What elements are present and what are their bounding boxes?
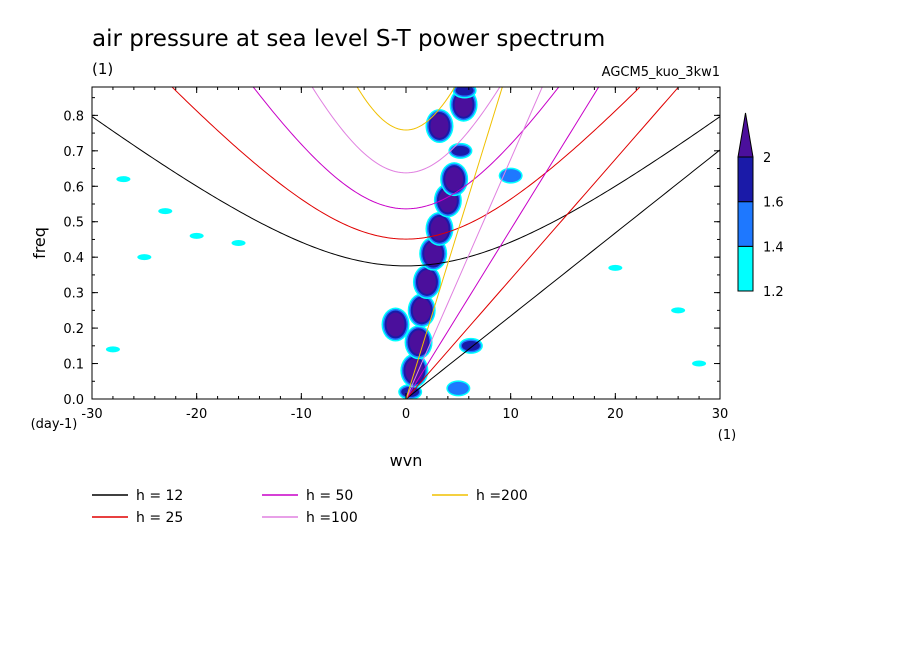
shaded-patch [137,254,152,261]
curve-inertio-gravity [356,87,456,131]
curve-rossby [405,398,406,399]
x-tick-label: -10 [291,407,312,422]
shaded-patch [608,264,623,271]
shaded-patch [448,142,473,159]
curve-kelvin [405,87,503,399]
legend-label: h = 25 [136,510,183,526]
colorbar-segment [737,156,754,203]
shaded-patch [425,109,454,143]
shaded-contours [105,87,707,399]
shaded-patch [671,307,686,314]
y-axis-units: (day-1) [31,417,78,432]
colorbar-segment [737,201,754,247]
shaded-patch [189,232,204,239]
run-label: AGCM5_kuo_3kw1 [602,65,720,80]
y-tick-label: 0.6 [63,180,84,195]
legend-item: h =200 [432,488,528,504]
shaded-patch [407,293,436,328]
y-tick-label: 0.1 [63,358,84,373]
legend-label: h =100 [306,510,358,526]
x-tick-label: 10 [502,407,519,422]
legend-label: h = 50 [306,488,353,504]
curve-rossby [404,398,406,399]
y-tick-label: 0.2 [63,322,84,337]
colorbar: 1.2 1.4 1.6 2 [737,112,784,300]
y-tick-label: 0.4 [63,251,84,266]
shaded-patch [440,162,469,197]
plot-area [92,87,720,399]
legend: h = 12 h = 25 h = 50 h =100 h =200 [92,488,528,526]
title-units: (1) [92,60,113,78]
shaded-patch [446,380,471,397]
legend-item: h = 50 [262,488,353,504]
axes: -30 -20 -10 0 10 20 30 0.0 0.1 0.2 0.3 0.4 0.5 0.6 0.7… [63,87,728,422]
curve-inertio-gravity [311,87,501,174]
dispersion-series [356,87,503,399]
y-tick-label: 0.8 [63,109,84,124]
shaded-patch [381,307,410,342]
dispersion-series [311,87,543,399]
legend-item: h = 25 [92,510,183,526]
x-tick-label: 0 [402,407,410,422]
y-tick-label: 0.0 [63,393,84,408]
y-tick-label: 0.7 [63,145,84,160]
shaded-patch [404,325,433,360]
shaded-patch [452,87,477,99]
shaded-patch [692,360,707,367]
shaded-patch [412,265,441,299]
dispersion-series [252,87,600,399]
colorbar-label: 1.4 [763,240,784,255]
curve-inertio-gravity [92,116,720,267]
curve-rossby [404,398,406,399]
shaded-patch [458,337,483,354]
dispersion-series [92,116,720,399]
y-axis-label: freq [30,227,49,259]
shaded-patch [498,167,523,184]
x-tick-label: -20 [186,407,207,422]
colorbar-segment [737,245,754,292]
curve-inertio-gravity [252,87,560,210]
colorbar-label: 1.6 [763,196,784,211]
shaded-patch [105,346,120,353]
x-axis-units: (1) [718,428,736,443]
shaded-patch [231,240,246,246]
shaded-patch [158,208,173,215]
curve-kelvin [405,87,600,399]
y-tick-label: 0.5 [63,216,84,231]
x-tick-label: -30 [81,407,102,422]
curve-kelvin [405,87,543,399]
curve-kelvin [405,87,680,399]
colorbar-label: 1.2 [763,285,784,300]
shaded-patch [116,176,131,183]
dispersion-series [171,87,680,399]
x-tick-label: 30 [712,407,729,422]
shaded-patch [419,236,448,271]
curve-rossby [405,398,406,399]
curve-rossby [404,398,406,399]
legend-label: h = 12 [136,488,183,504]
chart-title: air pressure at sea level S-T power spec… [92,26,605,52]
curve-kelvin [405,149,720,399]
x-tick-label: 20 [607,407,624,422]
colorbar-top-triangle [737,112,754,158]
colorbar-label: 2 [763,151,771,166]
y-tick-label: 0.3 [63,287,84,302]
legend-item: h =100 [262,510,358,526]
x-axis-label: wvn [390,451,423,470]
dispersion-curves [92,87,720,399]
curve-inertio-gravity [171,87,641,240]
legend-label: h =200 [476,488,528,504]
legend-item: h = 12 [92,488,183,504]
